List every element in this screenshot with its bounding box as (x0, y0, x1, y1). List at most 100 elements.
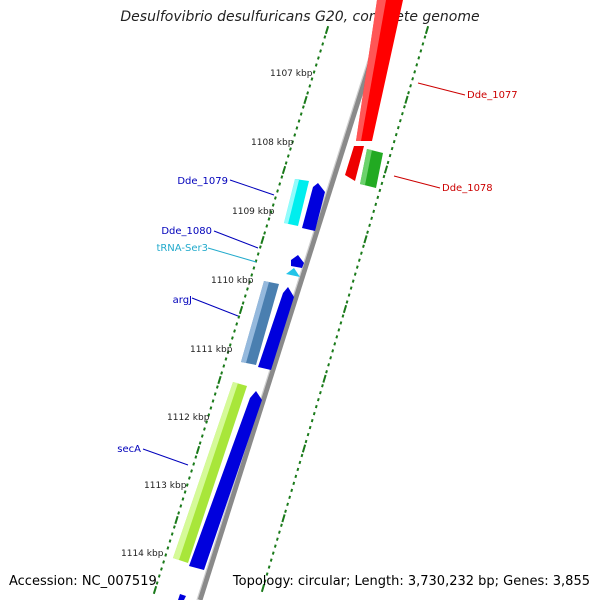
right-tick-23 (378, 188, 382, 193)
gene-seca[interactable] (189, 391, 262, 570)
left-tick-31 (258, 245, 262, 249)
right-tick-62 (298, 460, 302, 465)
right-tick-18 (388, 153, 392, 158)
left-tick-20 (281, 165, 287, 175)
gene-label-2[interactable]: Dde_1079 (177, 176, 228, 187)
right-tick-75 (271, 551, 275, 555)
genome-summary: Topology: circular; Length: 3,730,232 bp… (232, 574, 590, 589)
left-tick-35 (250, 273, 254, 277)
gene-label-3[interactable]: Dde_1080 (161, 226, 212, 237)
gene-trna-ser3-a[interactable] (291, 255, 304, 268)
tick-label-3: 1110 kbp (211, 276, 254, 286)
left-tick-51 (215, 385, 219, 389)
tick-label-0: 1107 kbp (270, 69, 313, 79)
right-tick-11 (403, 105, 406, 109)
right-tick-ruler (260, 25, 430, 593)
left-tick-22 (278, 182, 282, 186)
gene-dde_1077-highlight (356, 0, 386, 141)
gene-label-leader-2 (229, 179, 275, 196)
right-tick-34 (355, 265, 359, 269)
gene-label-5[interactable]: argJ (173, 295, 192, 306)
right-tick-27 (370, 216, 374, 221)
right-tick-46 (331, 349, 335, 353)
right-tick-72 (278, 530, 281, 534)
right-tick-22 (380, 181, 384, 186)
gene-label-1[interactable]: Dde_1078 (442, 183, 493, 194)
right-tick-65 (292, 481, 296, 486)
left-tick-50 (217, 375, 222, 385)
right-tick-38 (347, 293, 351, 297)
left-tick-62 (192, 462, 196, 466)
gene-dde_1079[interactable] (302, 183, 325, 231)
left-tick-74 (166, 546, 170, 550)
left-tick-3 (319, 49, 322, 53)
left-tick-1 (323, 35, 327, 39)
right-tick-6 (413, 70, 417, 74)
right-tick-13 (398, 118, 402, 123)
left-tick-23 (276, 189, 279, 193)
left-tick-45 (228, 343, 232, 347)
left-tick-15 (293, 133, 297, 137)
left-tick-7 (310, 77, 314, 81)
right-tick-73 (275, 537, 279, 541)
gene-label-leader-3 (213, 230, 259, 249)
gene-bottom-fragment[interactable] (178, 594, 186, 600)
left-tick-52 (213, 392, 217, 396)
right-tick-52 (319, 390, 322, 395)
right-tick-19 (386, 160, 390, 165)
left-tick-12 (299, 112, 303, 116)
right-tick-69 (284, 509, 287, 513)
left-tick-79 (155, 581, 159, 585)
right-tick-30 (363, 235, 368, 244)
left-tick-24 (274, 196, 277, 200)
left-tick-48 (222, 364, 226, 368)
right-tick-5 (415, 63, 419, 67)
right-tick-55 (312, 411, 316, 416)
right-tick-3 (419, 49, 423, 53)
left-tick-54 (209, 406, 213, 410)
left-tick-49 (220, 371, 224, 375)
left-tick-32 (256, 252, 260, 256)
gene-trna-ser3[interactable] (286, 268, 300, 277)
right-tick-16 (392, 139, 396, 144)
left-tick-29 (263, 231, 267, 235)
right-tick-71 (280, 523, 283, 527)
gene-dde_1079-cyan-highlight (284, 179, 299, 224)
left-tick-59 (198, 441, 202, 445)
left-tick-27 (267, 217, 271, 221)
right-tick-25 (374, 202, 378, 207)
left-tick-11 (301, 105, 305, 109)
gene-label-6[interactable]: secA (117, 444, 141, 455)
left-tick-66 (183, 490, 187, 494)
left-tick-2 (321, 42, 325, 46)
tick-label-1: 1108 kbp (251, 138, 294, 148)
right-tick-50 (322, 374, 327, 383)
right-tick-49 (325, 370, 328, 374)
gene-label-leader-5 (191, 297, 239, 317)
right-tick-7 (411, 77, 415, 81)
gene-argj[interactable] (258, 287, 294, 370)
right-tick-33 (357, 258, 361, 262)
gene-seca-lime-highlight (173, 382, 238, 560)
right-tick-74 (273, 544, 277, 548)
gene-label-4[interactable]: tRNA-Ser3 (156, 243, 208, 254)
left-tick-68 (179, 504, 183, 508)
right-tick-42 (339, 321, 343, 325)
gene-dde_1078-a[interactable] (345, 146, 364, 181)
right-tick-54 (314, 404, 318, 409)
left-tick-73 (168, 539, 172, 543)
right-tick-14 (396, 125, 400, 130)
right-tick-8 (409, 84, 412, 88)
right-tick-78 (265, 572, 269, 576)
right-tick-43 (337, 328, 341, 332)
gene-labels: Dde_1077 Dde_1078 Dde_1079 Dde_1080 tRNA-Ser… (117, 82, 518, 466)
right-tick-64 (294, 474, 298, 479)
gene-dde_1077[interactable] (356, 0, 403, 141)
accession-label: Accession: NC_007519 (9, 574, 157, 589)
left-tick-76 (162, 560, 165, 564)
gene-label-0[interactable]: Dde_1077 (467, 90, 518, 101)
right-tick-29 (366, 230, 369, 234)
gene-label-leader-4 (207, 247, 257, 263)
left-tick-10 (303, 95, 308, 105)
right-tick-20 (383, 165, 389, 174)
